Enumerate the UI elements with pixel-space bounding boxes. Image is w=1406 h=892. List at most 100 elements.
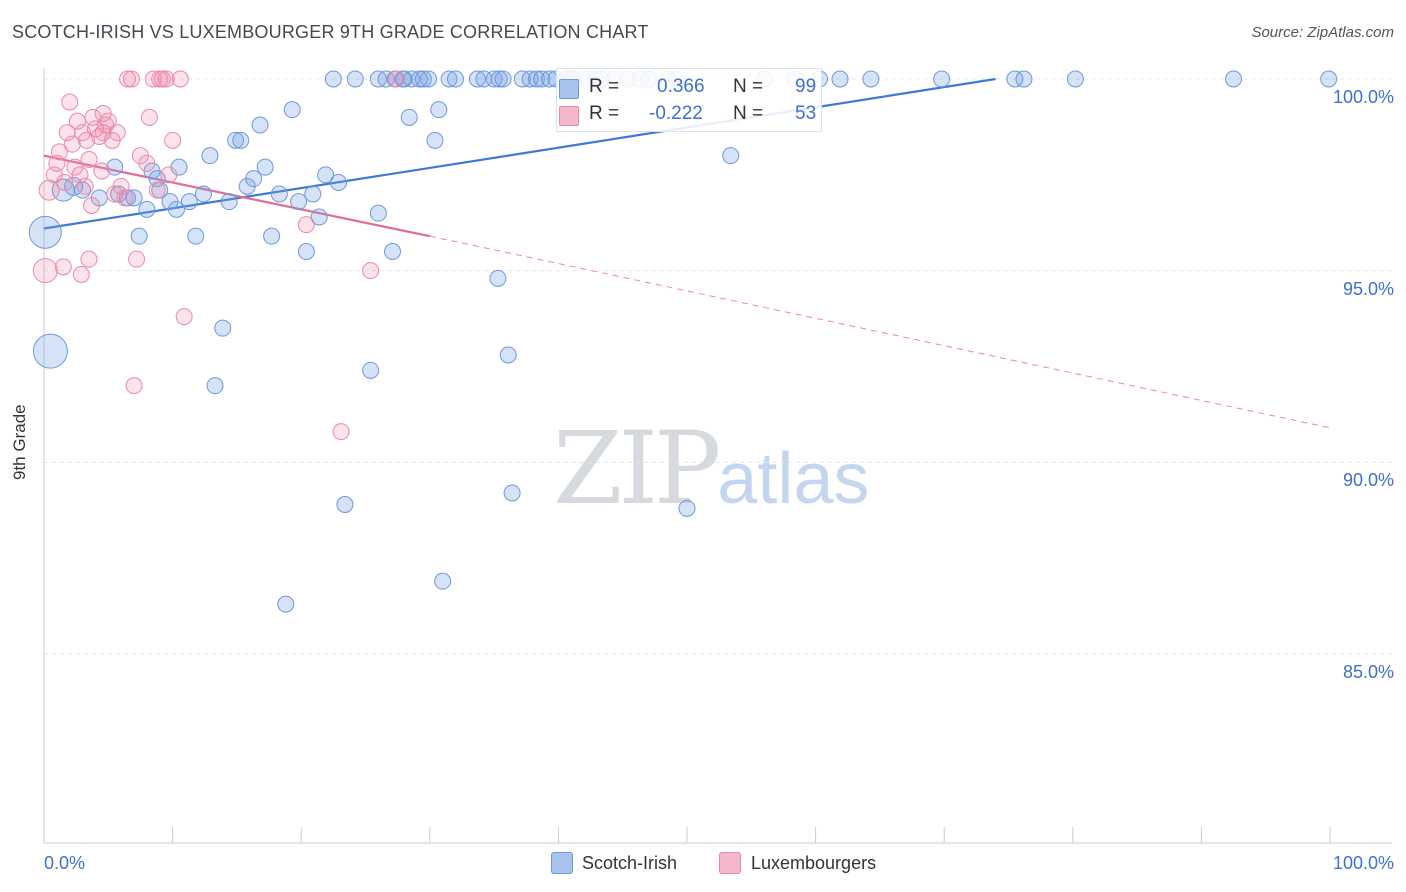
luxembourger-point bbox=[332, 423, 350, 441]
legend-swatch-luxembourgers bbox=[559, 106, 579, 126]
luxembourger-point bbox=[160, 166, 178, 184]
bottom-legend-luxembourgers: Luxembourgers bbox=[751, 853, 877, 873]
luxembourger-point bbox=[387, 70, 405, 88]
scotch-irish-point bbox=[933, 70, 951, 88]
chart-title: SCOTCH-IRISH VS LUXEMBOURGER 9TH GRADE C… bbox=[12, 22, 649, 42]
bottom-legend-scotch-irish: Scotch-Irish bbox=[582, 853, 678, 873]
scotch-irish-point bbox=[346, 70, 364, 88]
scotch-irish-point bbox=[297, 243, 315, 260]
scotch-irish-point bbox=[411, 70, 429, 88]
scotch-irish-point bbox=[430, 101, 448, 119]
luxembourger-point bbox=[148, 181, 166, 199]
luxembourger-point bbox=[297, 216, 315, 234]
scotch-irish-point bbox=[206, 377, 224, 395]
luxembourger-point bbox=[122, 70, 140, 88]
scotch-irish-point bbox=[256, 158, 274, 176]
legend-n-value-luxembourgers: 53 bbox=[795, 103, 817, 124]
luxembourger-point bbox=[128, 250, 146, 268]
luxembourger-point bbox=[153, 70, 171, 88]
luxembourger-point bbox=[125, 377, 143, 395]
luxembourger-point bbox=[171, 70, 189, 88]
x-tick-label-min: 0.0% bbox=[44, 853, 86, 873]
luxembourger-point bbox=[38, 179, 60, 201]
legend: R = 0.366 N = 99 R = -0.222 N = 53 bbox=[556, 68, 822, 132]
luxembourger-point bbox=[77, 131, 95, 149]
scotch-irish-point bbox=[329, 174, 347, 191]
scotch-irish-point bbox=[180, 193, 198, 211]
axes bbox=[43, 68, 1392, 844]
scotch-irish-point bbox=[447, 70, 465, 88]
luxembourger-point bbox=[108, 124, 126, 142]
scotch-irish-point bbox=[220, 193, 238, 211]
luxembourger-point bbox=[54, 258, 72, 276]
y-tick-label: 85.0% bbox=[1342, 662, 1394, 682]
scotch-irish-point bbox=[106, 158, 124, 176]
scotch-irish-point bbox=[310, 208, 328, 226]
trend-lines bbox=[43, 77, 1331, 429]
scotch-irish-point bbox=[232, 131, 250, 149]
scotch-irish-point bbox=[1015, 70, 1033, 88]
scotch-irish-point bbox=[277, 595, 295, 613]
scotch-irish-point bbox=[490, 70, 508, 88]
scotch-irish-point bbox=[1225, 70, 1243, 88]
scotch-irish-point bbox=[485, 70, 503, 88]
scotch-irish-point bbox=[32, 333, 68, 369]
y-tick-label: 100.0% bbox=[1332, 87, 1394, 107]
luxembourger-point bbox=[164, 131, 182, 149]
scotch-irish-point bbox=[130, 227, 148, 245]
scotch-irish-point bbox=[1006, 70, 1024, 88]
luxembourger-point bbox=[138, 154, 156, 172]
luxembourger-point bbox=[99, 112, 117, 130]
scotch-irish-point bbox=[362, 361, 380, 379]
scotch-irish-point bbox=[503, 484, 521, 502]
luxembourger-point bbox=[61, 93, 79, 111]
scotch-irish-point bbox=[125, 189, 143, 207]
scotch-irish-point bbox=[420, 70, 438, 88]
trend-line-luxembourgers-extension bbox=[429, 235, 1331, 429]
scotch-irish-point bbox=[251, 116, 269, 134]
scotch-irish-point bbox=[290, 193, 308, 211]
scotch-irish-point bbox=[521, 70, 539, 88]
scotch-irish-point bbox=[400, 108, 418, 126]
scotch-irish-point bbox=[499, 346, 517, 364]
trend-line-scotch-irish bbox=[43, 77, 996, 230]
scotch-irish-point bbox=[1066, 70, 1084, 88]
scotch-irish-point bbox=[678, 499, 696, 517]
scotch-irish-point bbox=[336, 496, 354, 513]
scotch-irish-point bbox=[475, 70, 493, 88]
luxembourger-point bbox=[362, 262, 380, 280]
watermark: ZIPatlas bbox=[553, 410, 869, 527]
scotch-irish-point bbox=[167, 200, 185, 218]
luxembourger-points bbox=[32, 70, 405, 441]
watermark-zip: ZIP bbox=[553, 410, 721, 527]
luxembourger-point bbox=[116, 189, 134, 207]
scotch-irish-point bbox=[138, 200, 156, 218]
scotch-irish-point bbox=[1320, 70, 1338, 88]
legend-r-value-scotch-irish: 0.366 bbox=[657, 76, 705, 97]
luxembourger-point bbox=[76, 177, 94, 195]
scotch-irish-point bbox=[414, 70, 432, 88]
luxembourger-point bbox=[175, 308, 193, 326]
scotch-irish-point bbox=[317, 166, 335, 184]
legend-r-label: R = bbox=[589, 103, 620, 124]
bottom-legend-swatch-luxembourgers bbox=[719, 852, 741, 874]
scotch-irish-point bbox=[468, 70, 486, 88]
legend-r-value-luxembourgers: -0.222 bbox=[649, 103, 703, 124]
luxembourger-point bbox=[140, 108, 158, 126]
scotch-irish-point bbox=[214, 319, 232, 337]
luxembourger-point bbox=[86, 120, 104, 138]
scotch-irish-point bbox=[494, 70, 512, 88]
legend-swatch-scotch-irish bbox=[559, 79, 579, 99]
scotch-irish-point bbox=[384, 243, 402, 260]
scotch-irish-point bbox=[227, 131, 245, 149]
scotch-irish-point bbox=[187, 227, 205, 245]
scotch-irish-point bbox=[377, 70, 395, 88]
chart-source: Source: ZipAtlas.com bbox=[1251, 24, 1394, 41]
gridlines bbox=[44, 78, 1392, 655]
luxembourger-point bbox=[72, 266, 90, 283]
scotch-irish-point bbox=[440, 70, 458, 88]
scotch-irish-point bbox=[28, 215, 62, 249]
luxembourger-point bbox=[157, 70, 175, 88]
scotch-irish-point bbox=[270, 185, 288, 203]
luxembourger-point bbox=[63, 135, 81, 153]
